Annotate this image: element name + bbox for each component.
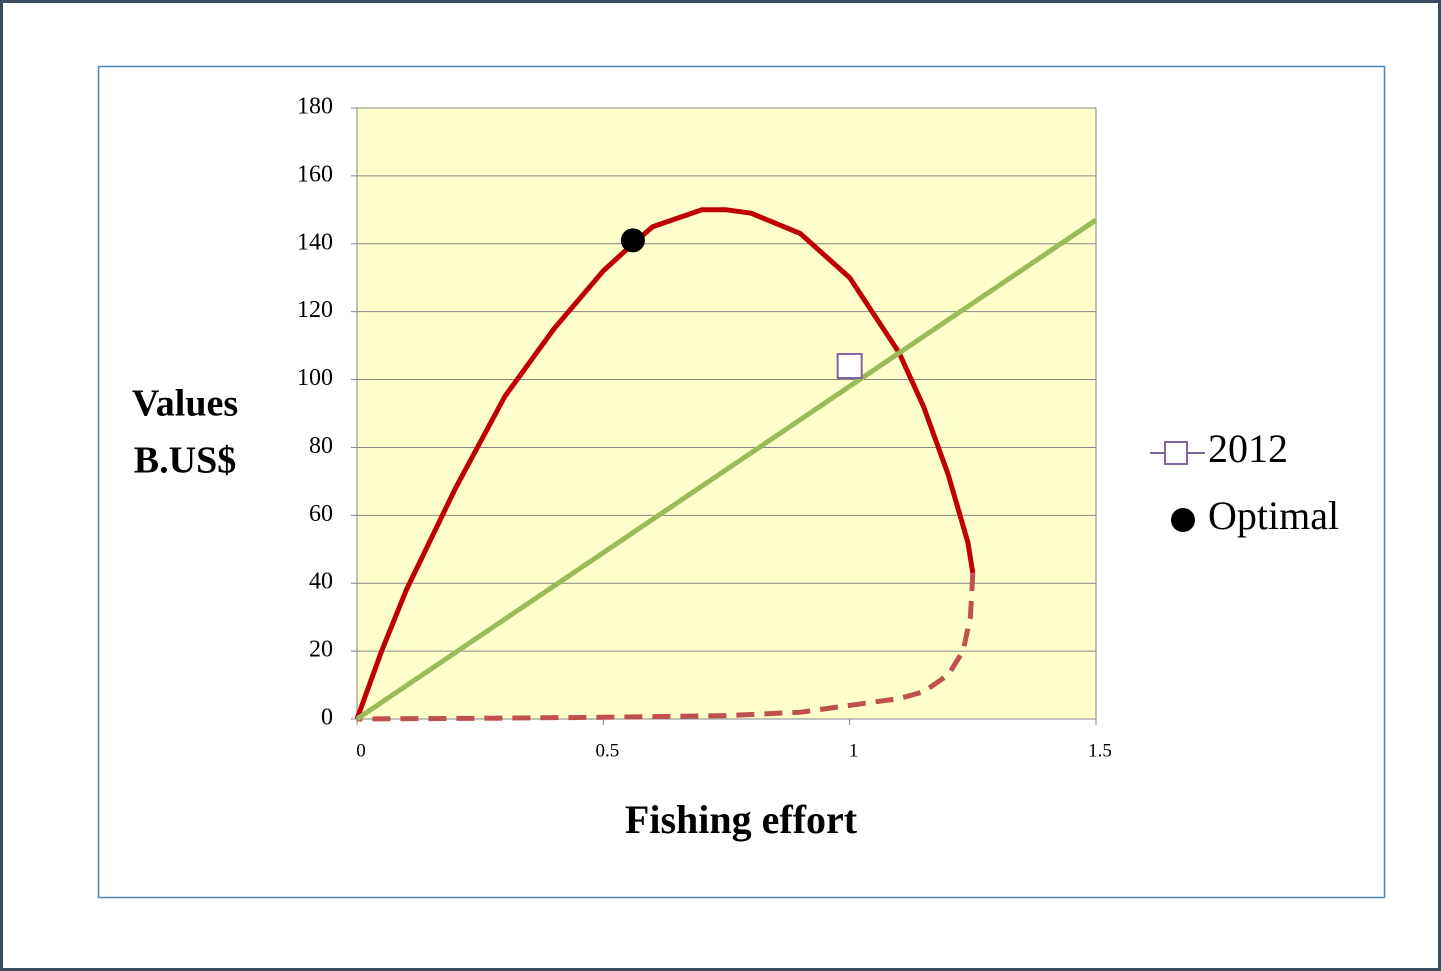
x-tick-label: 0	[356, 740, 366, 761]
x-tick-label: 0.5	[595, 740, 619, 761]
y-tick-label: 140	[297, 229, 333, 255]
y-tick-label: 60	[309, 501, 333, 527]
legend-marker	[1164, 441, 1188, 465]
legend-marker	[1171, 508, 1195, 532]
data-point	[620, 228, 645, 253]
y-axis-label: Values	[132, 383, 238, 425]
x-tick-label: 1	[849, 740, 859, 761]
y-tick-label: 180	[297, 94, 333, 120]
y-tick-label: 0	[321, 705, 333, 731]
y-tick-label: 120	[297, 297, 333, 323]
y-tick-label: 160	[297, 161, 333, 187]
y-tick-label: 100	[297, 365, 333, 391]
data-line	[355, 217, 1098, 722]
data-line	[354, 207, 976, 720]
y-tick-label: 80	[309, 433, 333, 459]
legend-label: Optimal	[1208, 493, 1339, 538]
data-line	[356, 572, 976, 722]
x-tick-label: 1.5	[1088, 740, 1112, 761]
x-axis-label: Fishing effort	[625, 797, 858, 842]
y-tick-label: 20	[309, 637, 333, 663]
plot-border	[356, 107, 1097, 720]
plot-area	[357, 108, 1096, 719]
data-point	[836, 352, 863, 379]
y-tick-label: 40	[309, 569, 333, 595]
legend-label: 2012	[1208, 426, 1288, 471]
y-axis-label: B.US$	[134, 440, 236, 482]
